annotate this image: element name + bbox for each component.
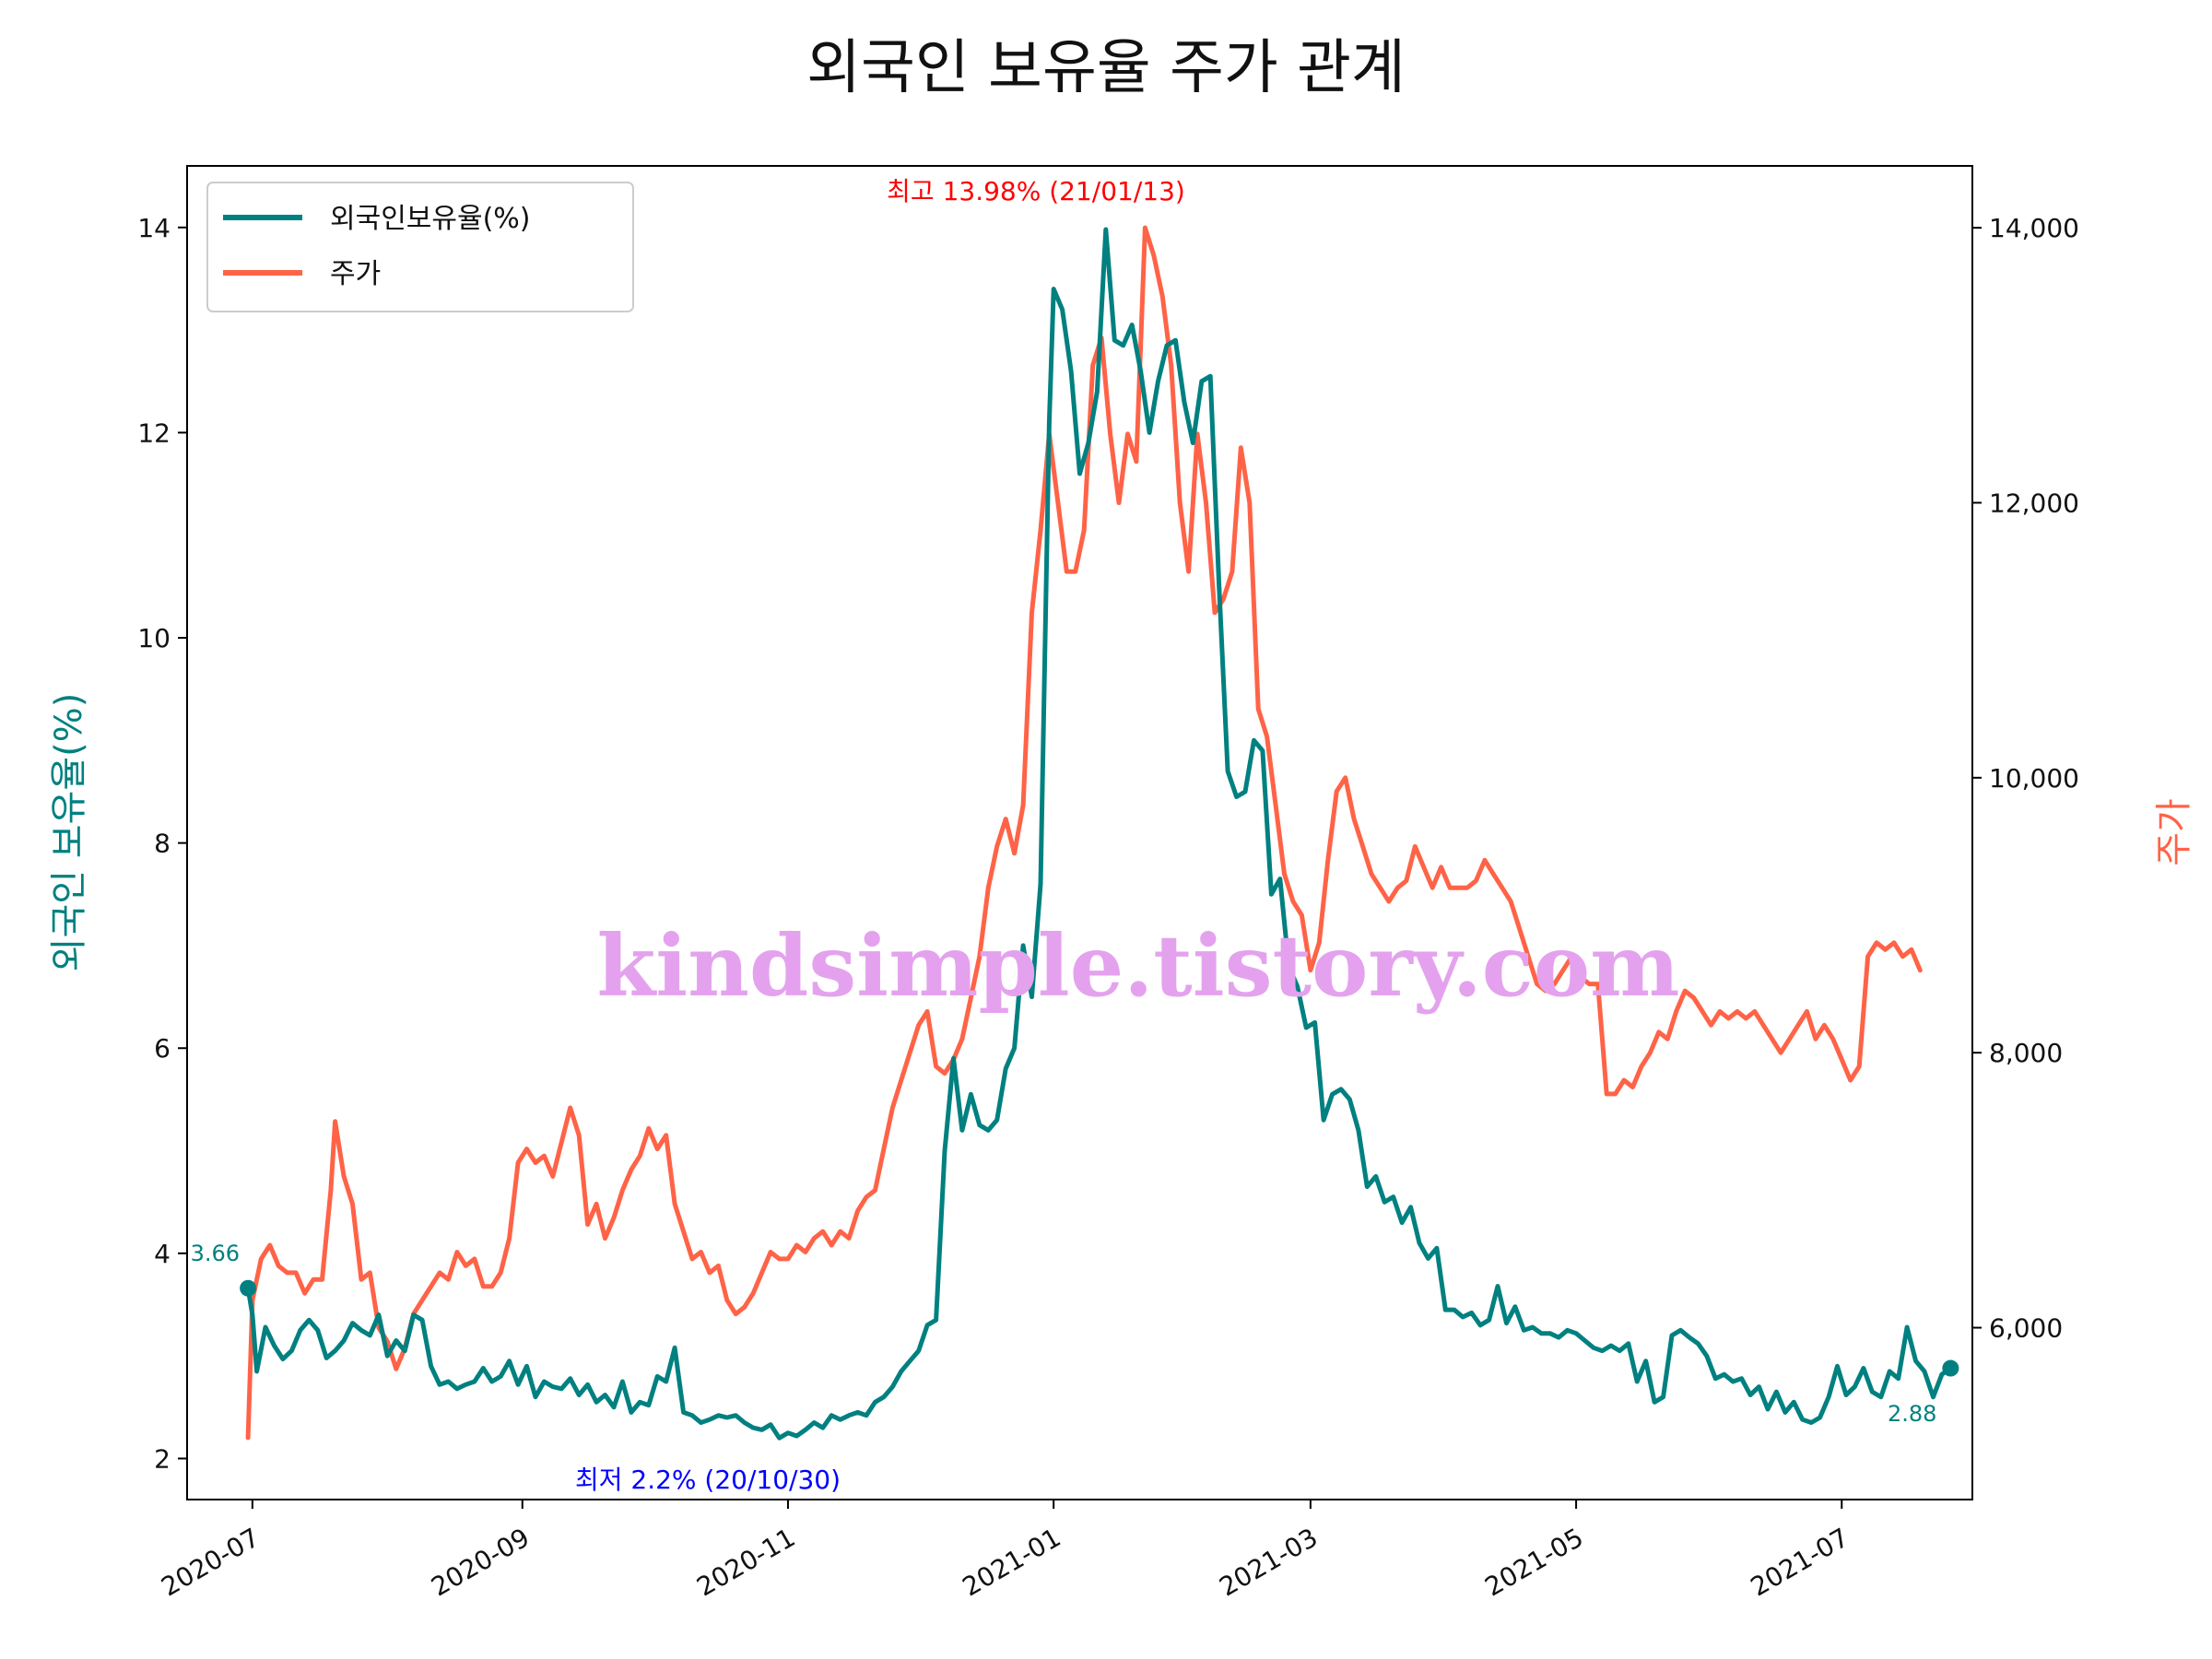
y-right-tick-label: 12,000 — [1989, 488, 2079, 518]
start-value-label: 3.66 — [191, 1241, 240, 1266]
y-left-tick-label: 10 — [137, 623, 171, 653]
series-line-price — [245, 225, 1923, 1441]
y-left-tick-label: 4 — [154, 1239, 171, 1269]
legend-label-ratio: 외국인보유율(%) — [330, 203, 531, 235]
left-axis-label: 외국인 보유율(%) — [48, 693, 90, 972]
legend: 외국인보유율(%) 주가 — [206, 182, 634, 312]
start-point-marker — [240, 1279, 257, 1297]
y-left-tick-label: 12 — [137, 418, 171, 448]
chart-title: 외국인 보유율 주가 관계 — [806, 34, 1406, 102]
min-annotation: 최저 2.2% (20/10/30) — [575, 1465, 841, 1495]
y-left-tick-label: 2 — [154, 1443, 171, 1474]
y-right-tick-label: 6,000 — [1989, 1313, 2063, 1344]
y-right-tick-label: 8,000 — [1989, 1038, 2063, 1068]
plot-area — [186, 165, 1973, 1500]
legend-label-price: 주가 — [330, 258, 381, 290]
max-annotation: 최고 13.98% (21/01/13) — [887, 176, 1185, 206]
series-line-ratio — [245, 227, 1953, 1441]
right-axis-label: 주가 — [2153, 798, 2195, 866]
end-value-label: 2.88 — [1888, 1401, 1936, 1427]
legend-box — [206, 182, 634, 312]
y-right-tick-label: 10,000 — [1989, 763, 2079, 794]
y-left-tick-label: 8 — [154, 829, 171, 859]
end-point-marker — [1942, 1359, 1959, 1377]
y-right-tick-label: 14,000 — [1989, 213, 2079, 243]
watermark: kindsimple.tistory.com — [596, 916, 1679, 1016]
y-left-tick-label: 6 — [154, 1033, 171, 1064]
y-left-tick-label: 14 — [137, 213, 171, 243]
